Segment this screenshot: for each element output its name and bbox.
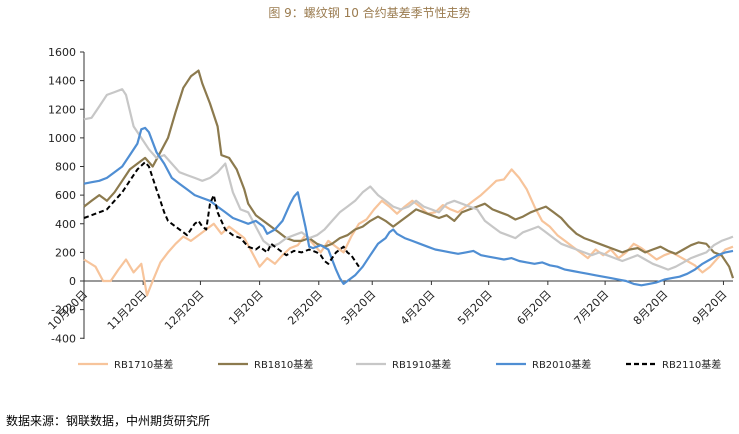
legend: RB1710基差 RB1810基差 RB1910基差 RB2010基差 RB2110基差	[78, 358, 721, 371]
x-tick-label: 4月20日	[398, 288, 438, 328]
y-tick-label: 400	[55, 218, 76, 231]
legend-label: RB1910基差	[392, 358, 451, 371]
x-tick-label: 3月20日	[339, 288, 379, 328]
series-line-RB1710基差	[83, 168, 734, 297]
y-tick-label: -200	[51, 304, 76, 317]
legend-label: RB2010基差	[532, 358, 591, 371]
axes: -400-2000200400600800100012001400160010月…	[46, 46, 733, 345]
series-line-RB1910基差	[83, 88, 734, 271]
y-tick-label: 1200	[48, 103, 76, 116]
y-tick-label: 1000	[48, 132, 76, 145]
y-tick-label: 600	[55, 189, 76, 202]
source-note: 数据来源：钢联数据，中州期货研究所	[6, 414, 211, 428]
y-tick-label: 200	[55, 246, 76, 259]
series-line-RB2010基差	[83, 126, 734, 287]
y-tick-label: 1400	[48, 75, 76, 88]
legend-label: RB1710基差	[114, 358, 173, 371]
x-tick-label: 8月20日	[631, 288, 671, 328]
chart-title: 图 9：螺纹钢 10 合约基差季节性走势	[268, 6, 471, 20]
y-tick-label: 1600	[48, 46, 76, 59]
x-tick-label: 6月20日	[514, 288, 554, 328]
x-tick-label: 7月20日	[572, 288, 612, 328]
y-tick-label: 800	[55, 161, 76, 174]
legend-label: RB1810基差	[254, 358, 313, 371]
series-line-RB1810基差	[83, 69, 735, 279]
x-tick-label: 5月20日	[455, 288, 495, 328]
x-tick-label: 9月20日	[690, 288, 730, 328]
x-tick-label: 2月20日	[285, 288, 325, 328]
legend-label: RB2110基差	[662, 358, 721, 371]
y-tick-label: -400	[51, 332, 76, 345]
x-tick-label: 1月20日	[226, 288, 266, 328]
series-layer	[83, 69, 735, 297]
x-tick-label: 11月20日	[105, 288, 150, 333]
y-tick-label: 0	[69, 275, 76, 288]
x-tick-label: 12月20日	[162, 288, 207, 333]
